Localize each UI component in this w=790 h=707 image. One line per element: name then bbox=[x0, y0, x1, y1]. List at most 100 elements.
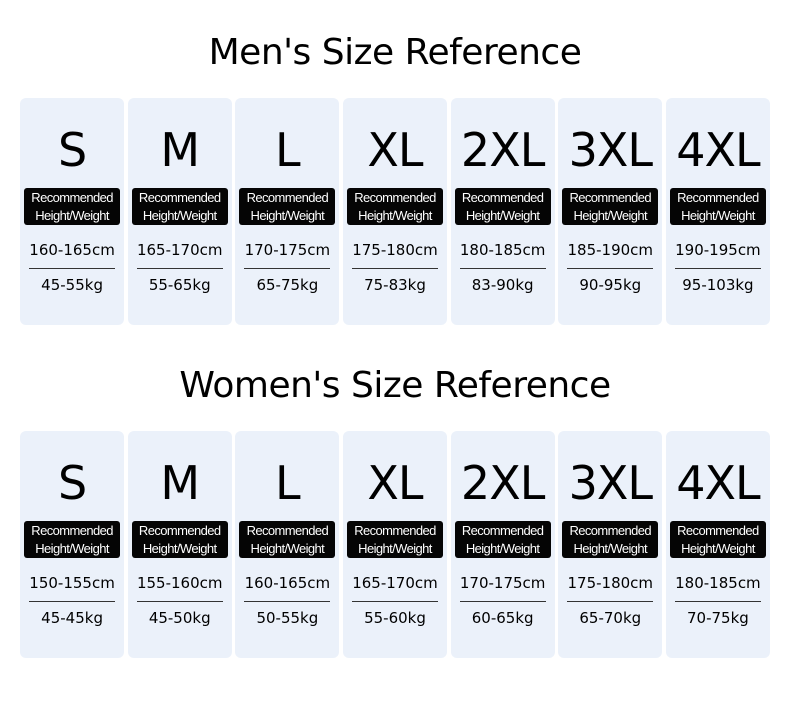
badge-line-2: Height/Weight bbox=[465, 207, 540, 223]
weight-range: 45-50kg bbox=[148, 609, 211, 627]
badge-line-1: Recommended bbox=[677, 523, 759, 538]
divider bbox=[459, 268, 546, 269]
men-size-card: 2XL Recommended Height/Weight 180-185cm 8… bbox=[450, 98, 555, 325]
women-title: Women's Size Reference bbox=[179, 365, 611, 406]
women-size-card: 4XL Recommended Height/Weight 180-185cm 7… bbox=[665, 431, 770, 658]
women-size-card: S Recommended Height/Weight 150-155cm 45-… bbox=[20, 431, 125, 658]
divider bbox=[244, 268, 331, 269]
size-label: XL bbox=[367, 123, 423, 177]
badge-line-2: Height/Weight bbox=[250, 207, 325, 223]
badge-line-2: Height/Weight bbox=[681, 540, 755, 556]
men-size-card: 3XL Recommended Height/Weight 185-190cm 9… bbox=[558, 98, 663, 325]
height-range: 150-155cm bbox=[29, 574, 115, 592]
badge-line-2: Height/Weight bbox=[681, 207, 755, 223]
size-label: 2XL bbox=[460, 123, 545, 177]
badge-line-1: Recommended bbox=[31, 523, 113, 538]
divider bbox=[674, 268, 761, 269]
badge-line-1: Recommended bbox=[31, 190, 113, 205]
badge-line-1: Recommended bbox=[138, 190, 221, 205]
women-size-card: 3XL Recommended Height/Weight 175-180cm 6… bbox=[558, 431, 663, 658]
size-label: M bbox=[160, 456, 200, 510]
divider bbox=[136, 601, 223, 602]
badge-line-2: Height/Weight bbox=[142, 540, 217, 556]
divider bbox=[567, 601, 654, 602]
women-size-card: 2XL Recommended Height/Weight 170-175cm 6… bbox=[450, 431, 555, 658]
badge-line-2: Height/Weight bbox=[142, 207, 217, 223]
men-size-card: L Recommended Height/Weight 170-175cm 65-… bbox=[235, 98, 340, 325]
women-size-card: XL Recommended Height/Weight 165-170cm 55… bbox=[342, 431, 448, 658]
badge-line-1: Recommended bbox=[461, 190, 544, 205]
height-range: 180-185cm bbox=[675, 574, 761, 592]
weight-range: 90-95kg bbox=[579, 276, 642, 294]
recommended-badge: Recommended Height/Weight bbox=[562, 521, 659, 558]
height-range: 165-170cm bbox=[136, 241, 223, 259]
badge-line-2: Height/Weight bbox=[573, 207, 648, 223]
men-size-card: XL Recommended Height/Weight 175-180cm 75… bbox=[342, 98, 448, 325]
recommended-badge: Recommended Height/Weight bbox=[239, 188, 336, 225]
men-size-card: M Recommended Height/Weight 165-170cm 55-… bbox=[127, 98, 232, 325]
badge-line-2: Height/Weight bbox=[573, 540, 648, 556]
weight-range: 55-60kg bbox=[364, 609, 426, 627]
recommended-badge: Recommended Height/Weight bbox=[131, 188, 228, 225]
height-range: 170-175cm bbox=[244, 241, 331, 259]
size-label: XL bbox=[367, 456, 423, 510]
recommended-badge: Recommended Height/Weight bbox=[346, 521, 444, 558]
recommended-badge: Recommended Height/Weight bbox=[454, 521, 551, 558]
badge-line-2: Height/Weight bbox=[35, 207, 109, 223]
recommended-badge: Recommended Height/Weight bbox=[346, 188, 444, 225]
badge-line-1: Recommended bbox=[677, 190, 759, 205]
divider bbox=[136, 268, 223, 269]
recommended-badge: Recommended Height/Weight bbox=[454, 188, 551, 225]
badge-line-2: Height/Weight bbox=[358, 540, 432, 556]
size-label: M bbox=[160, 123, 200, 177]
height-range: 185-190cm bbox=[567, 241, 654, 259]
recommended-badge: Recommended Height/Weight bbox=[239, 521, 336, 558]
women-size-card: M Recommended Height/Weight 155-160cm 45-… bbox=[127, 431, 232, 658]
weight-range: 70-75kg bbox=[687, 609, 749, 627]
height-range: 165-170cm bbox=[352, 574, 438, 592]
badge-line-1: Recommended bbox=[138, 523, 221, 538]
size-label: 4XL bbox=[676, 456, 760, 510]
men-size-row: S Recommended Height/Weight 160-165cm 45-… bbox=[20, 98, 770, 325]
men-size-card: 4XL Recommended Height/Weight 190-195cm 9… bbox=[665, 98, 770, 325]
height-range: 160-165cm bbox=[244, 574, 331, 592]
weight-range: 45-55kg bbox=[41, 276, 103, 294]
size-label: 3XL bbox=[568, 456, 653, 510]
height-range: 180-185cm bbox=[459, 241, 546, 259]
badge-line-2: Height/Weight bbox=[250, 540, 325, 556]
recommended-badge: Recommended Height/Weight bbox=[669, 521, 766, 558]
badge-line-2: Height/Weight bbox=[35, 540, 109, 556]
badge-line-1: Recommended bbox=[246, 523, 329, 538]
weight-range: 45-45kg bbox=[41, 609, 103, 627]
weight-range: 95-103kg bbox=[682, 276, 754, 294]
size-label: 2XL bbox=[460, 456, 545, 510]
height-range: 175-180cm bbox=[567, 574, 654, 592]
weight-range: 50-55kg bbox=[256, 609, 319, 627]
women-size-card: L Recommended Height/Weight 160-165cm 50-… bbox=[235, 431, 340, 658]
size-label: 3XL bbox=[568, 123, 653, 177]
size-label: S bbox=[57, 123, 87, 177]
divider bbox=[459, 601, 546, 602]
size-label: L bbox=[275, 123, 301, 177]
divider bbox=[351, 268, 439, 269]
size-label: S bbox=[57, 456, 87, 510]
badge-line-1: Recommended bbox=[246, 190, 329, 205]
badge-line-2: Height/Weight bbox=[465, 540, 540, 556]
divider bbox=[29, 268, 116, 269]
recommended-badge: Recommended Height/Weight bbox=[562, 188, 659, 225]
badge-line-1: Recommended bbox=[354, 523, 436, 538]
badge-line-1: Recommended bbox=[461, 523, 544, 538]
recommended-badge: Recommended Height/Weight bbox=[24, 521, 121, 558]
weight-range: 65-75kg bbox=[256, 276, 319, 294]
height-range: 175-180cm bbox=[352, 241, 438, 259]
weight-range: 83-90kg bbox=[471, 276, 534, 294]
height-range: 155-160cm bbox=[136, 574, 223, 592]
recommended-badge: Recommended Height/Weight bbox=[669, 188, 766, 225]
women-size-row: S Recommended Height/Weight 150-155cm 45-… bbox=[20, 431, 770, 658]
recommended-badge: Recommended Height/Weight bbox=[24, 188, 121, 225]
weight-range: 60-65kg bbox=[471, 609, 534, 627]
men-title: Men's Size Reference bbox=[208, 32, 582, 73]
divider bbox=[674, 601, 761, 602]
badge-line-1: Recommended bbox=[569, 190, 652, 205]
height-range: 160-165cm bbox=[29, 241, 115, 259]
